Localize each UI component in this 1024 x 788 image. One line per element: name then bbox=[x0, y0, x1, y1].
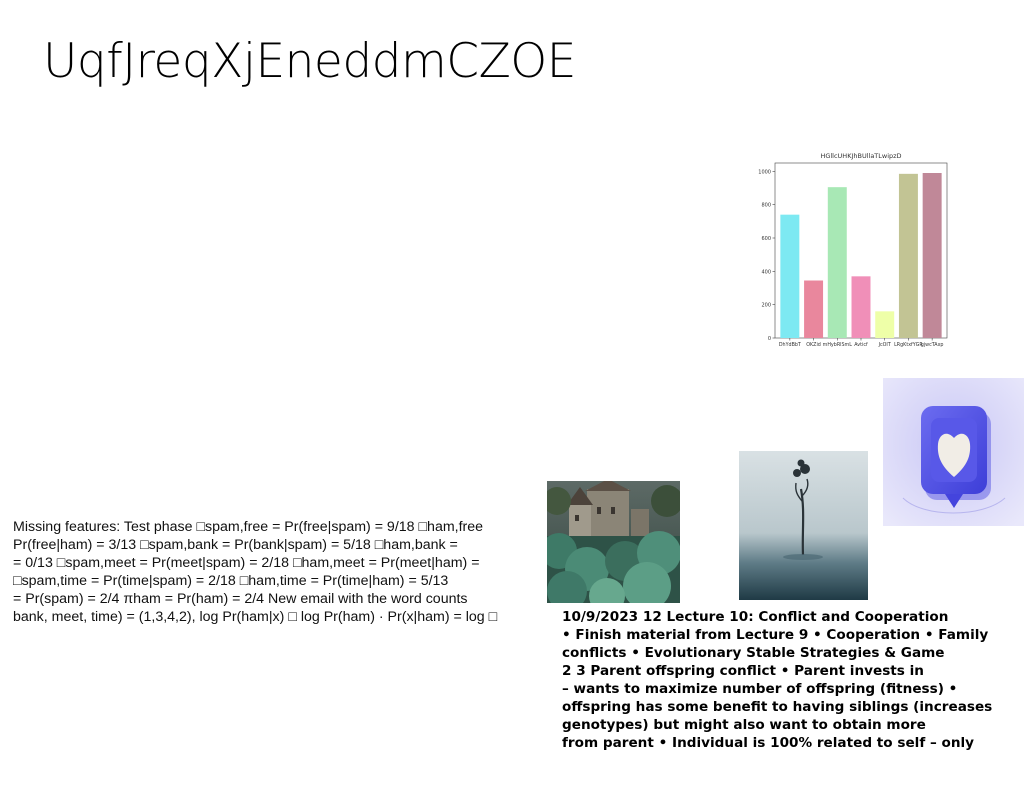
bar bbox=[851, 276, 871, 338]
right-text-block: 10/9/2023 12 Lecture 10: Conflict and Co… bbox=[562, 608, 1024, 752]
castle-photo bbox=[547, 481, 680, 603]
foggy-tree-photo bbox=[739, 451, 868, 600]
x-tick-label: OKZid bbox=[806, 342, 821, 348]
left-text-line: = Pr(spam) = 2/4 πham = Pr(ham) = 2/4 Ne… bbox=[13, 591, 468, 607]
left-text-line: = 0/13 □spam,meet = Pr(meet|spam) = 2/18… bbox=[13, 555, 480, 571]
bar bbox=[827, 187, 847, 338]
x-tick-label: DhYdBbT bbox=[779, 342, 801, 348]
heart-notification-photo bbox=[883, 378, 1024, 526]
x-tick-label: JcOIT bbox=[878, 342, 891, 348]
left-text-line: Missing features: Test phase □spam,free … bbox=[13, 519, 484, 535]
y-tick-label: 200 bbox=[761, 303, 771, 309]
x-tick-label: LRgKtxfYGR bbox=[894, 342, 923, 348]
y-tick-label: 1000 bbox=[758, 169, 771, 175]
right-text-line: offspring has some benefit to having sib… bbox=[562, 699, 993, 715]
left-text-line: bank, meet, time) = (1,3,4,2), log Pr(ha… bbox=[13, 609, 498, 625]
y-tick-label: 800 bbox=[761, 203, 771, 209]
bar bbox=[804, 280, 824, 338]
right-text-line: 2 3 Parent offspring conflict • Parent i… bbox=[562, 663, 924, 679]
right-text-line: genotypes) but might also want to obtain… bbox=[562, 717, 926, 733]
bar-chart-svg: HGllcUHKJhBUllaTLwipzD 0 200 400 600 800 1000 D… bbox=[758, 152, 948, 348]
right-text-line: 10/9/2023 12 Lecture 10: Conflict and Co… bbox=[562, 609, 949, 625]
left-text-line: Pr(free|ham) = 3/13 □spam,bank = Pr(bank… bbox=[13, 537, 458, 553]
left-text-line: □spam,time = Pr(time|spam) = 2/18 □ham,t… bbox=[13, 573, 449, 589]
y-tick-label: 600 bbox=[761, 236, 771, 242]
bar bbox=[780, 214, 800, 338]
right-text-line: from parent • Individual is 100% related… bbox=[562, 735, 975, 751]
y-tick-label: 0 bbox=[768, 336, 771, 342]
bar bbox=[922, 173, 942, 338]
y-tick-label: 400 bbox=[761, 269, 771, 275]
right-text-line: – wants to maximize number of offspring … bbox=[562, 681, 958, 697]
left-text-block: Missing features: Test phase □spam,free … bbox=[13, 518, 543, 626]
bar bbox=[875, 311, 895, 338]
x-tick-label: Avticf bbox=[854, 342, 868, 348]
x-tick-label: gjwcTAxp bbox=[921, 342, 944, 348]
x-tick-label: mHybRlSmL bbox=[823, 342, 853, 348]
bar bbox=[898, 173, 918, 338]
right-text-line: conflicts • Evolutionary Stable Strategi… bbox=[562, 645, 945, 661]
bar-chart: HGllcUHKJhBUllaTLwipzD 0 200 400 600 800 1000 D… bbox=[750, 148, 955, 353]
slide-title: UqfJreqXjEneddmCZOE bbox=[43, 34, 577, 89]
right-text-line: • Finish material from Lecture 9 • Coope… bbox=[562, 627, 989, 643]
chart-title: HGllcUHKJhBUllaTLwipzD bbox=[820, 152, 901, 160]
